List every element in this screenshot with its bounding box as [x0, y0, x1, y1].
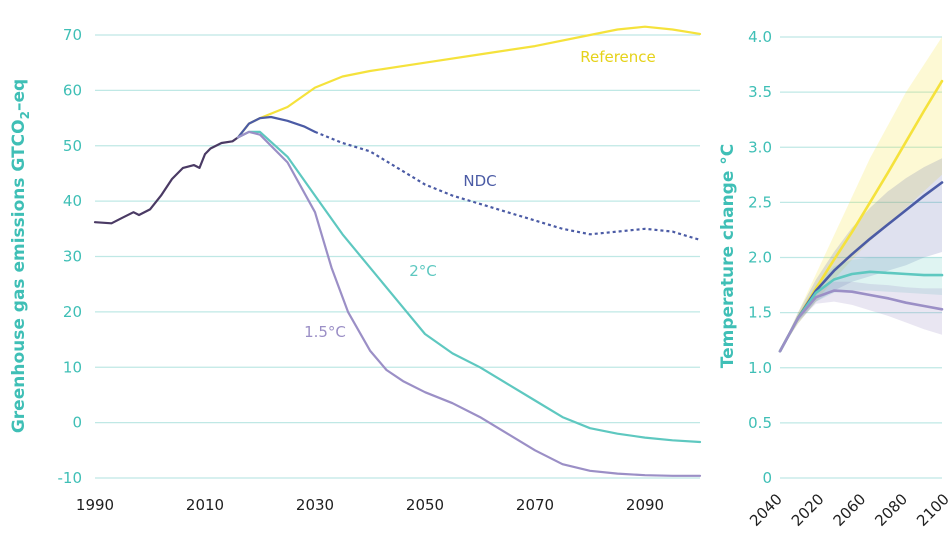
annotation-two-deg: 2°C [409, 262, 437, 280]
right-x-tick-label: 2080 [871, 490, 911, 530]
right-y-tick-label: 3.5 [748, 83, 772, 101]
series-line-ndc-projection [314, 130, 701, 241]
right-y-tick-label: 1.0 [748, 359, 772, 377]
band-reference [780, 37, 942, 352]
band-one-five [780, 281, 942, 352]
left-y-tick-label: 70 [63, 26, 82, 44]
annotation-reference: Reference [580, 48, 656, 66]
left-x-tick-label: 2070 [516, 496, 554, 514]
right-x-tick-label: 2040 [746, 490, 786, 530]
right-x-tick-label: 2020 [788, 490, 828, 530]
series-line-historical [93, 136, 240, 225]
left-y-tick-label: 40 [63, 192, 82, 210]
left-y-tick-label: 10 [63, 358, 82, 376]
series-line-one-five [236, 130, 702, 477]
left-x-tick-label: 1990 [76, 496, 114, 514]
series-line-two-deg [236, 130, 702, 444]
right-y-tick-label: 1.5 [748, 304, 772, 322]
temp-line-one-five [778, 289, 944, 353]
left-y-tick-label: 30 [63, 248, 82, 266]
right-x-tick-label: 2060 [830, 490, 870, 530]
temp-line-two-deg [778, 270, 944, 353]
series-line-reference [236, 25, 702, 139]
annotation-ndc: NDC [463, 172, 496, 190]
band-ndc [780, 158, 942, 352]
left-x-tick-label: 2010 [186, 496, 224, 514]
right-y-tick-label: 3.0 [748, 138, 772, 156]
left-x-tick-label: 2090 [626, 496, 664, 514]
left-y-tick-label: 50 [63, 137, 82, 155]
annotation-one-five: 1.5°C [304, 323, 346, 341]
left-x-tick-label: 2050 [406, 496, 444, 514]
right-y-tick-label: 2.5 [748, 193, 772, 211]
right-y-tick-label: 2.0 [748, 249, 772, 267]
left-y-tick-label: -10 [58, 469, 83, 487]
left-y-tick-label: 0 [72, 414, 82, 432]
series-line-ndc [236, 115, 317, 139]
left-x-tick-label: 2030 [296, 496, 334, 514]
left-y-tick-label: 60 [63, 81, 82, 99]
right-y-axis-label: Temperature change °C [718, 144, 738, 369]
right-x-tick-label: 2100 [913, 490, 950, 530]
right-y-tick-label: 0 [762, 469, 772, 487]
left-y-axis-label: Greenhouse gas emissions GTCO2–eq [9, 79, 32, 433]
left-y-tick-label: 20 [63, 303, 82, 321]
right-y-tick-label: 4.0 [748, 28, 772, 46]
right-y-tick-label: 0.5 [748, 414, 772, 432]
